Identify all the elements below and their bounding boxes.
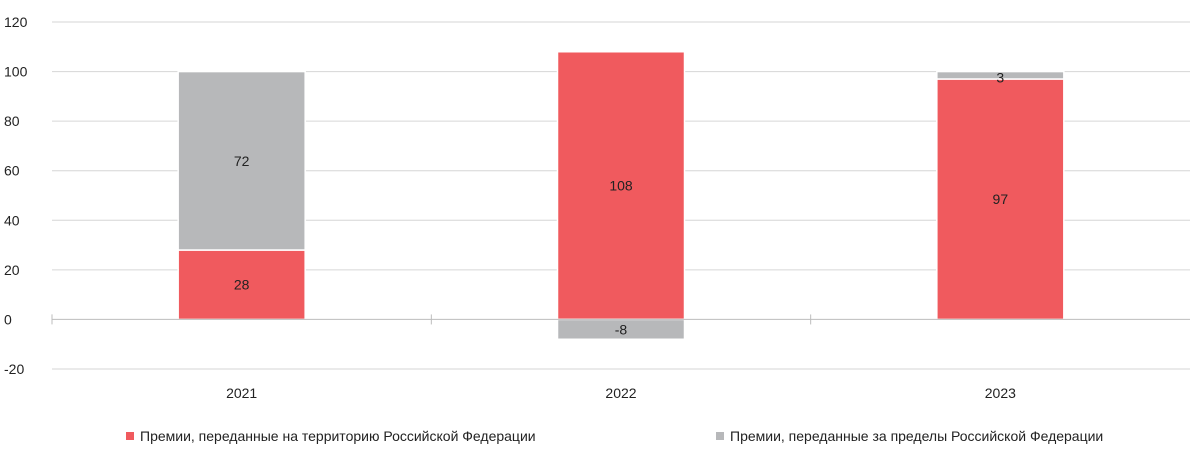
y-tick-label: 0 [4,311,12,327]
data-label: 28 [234,277,250,293]
y-tick-label: 100 [4,64,28,80]
legend-swatch-foreign [716,432,724,440]
x-axis: 2021 2022 2023 [51,314,1190,401]
legend-swatch-domestic [126,432,134,440]
y-tick-label: 60 [4,163,20,179]
data-label: 108 [609,178,633,194]
legend-label-foreign: Премии, переданные за пределы Российской… [730,428,1104,444]
data-label: 72 [234,153,250,169]
bars [177,50,1065,341]
data-labels: 28 72 108 -8 97 3 [234,70,1008,338]
data-label: 3 [996,70,1004,86]
data-label: 97 [993,191,1009,207]
y-tick-label: 20 [4,262,20,278]
y-tick-label: -20 [4,361,24,377]
legend-item-domestic: Премии, переданные на территорию Российс… [126,428,536,444]
legend: Премии, переданные на территорию Российс… [0,428,1197,448]
bar-segment [936,78,1065,321]
bar-segment [936,70,1065,80]
x-category-label: 2021 [226,385,257,401]
bar-segment [177,70,306,251]
y-tick-label: 120 [4,14,28,30]
x-category-label: 2023 [985,385,1016,401]
bar-segment [556,50,686,321]
legend-label-domestic: Премии, переданные на территорию Российс… [140,428,536,444]
data-label: -8 [615,321,628,337]
y-tick-label: 40 [4,212,20,228]
x-category-label: 2022 [605,385,636,401]
stacked-bar-chart: -20 0 20 40 60 80 100 120 2021 2022 2023 28 72 108 -… [4,14,1190,401]
y-tick-label: 80 [4,113,20,129]
y-axis-tick-labels: -20 0 20 40 60 80 100 120 [4,14,28,377]
legend-item-foreign: Премии, переданные за пределы Российской… [716,428,1103,444]
